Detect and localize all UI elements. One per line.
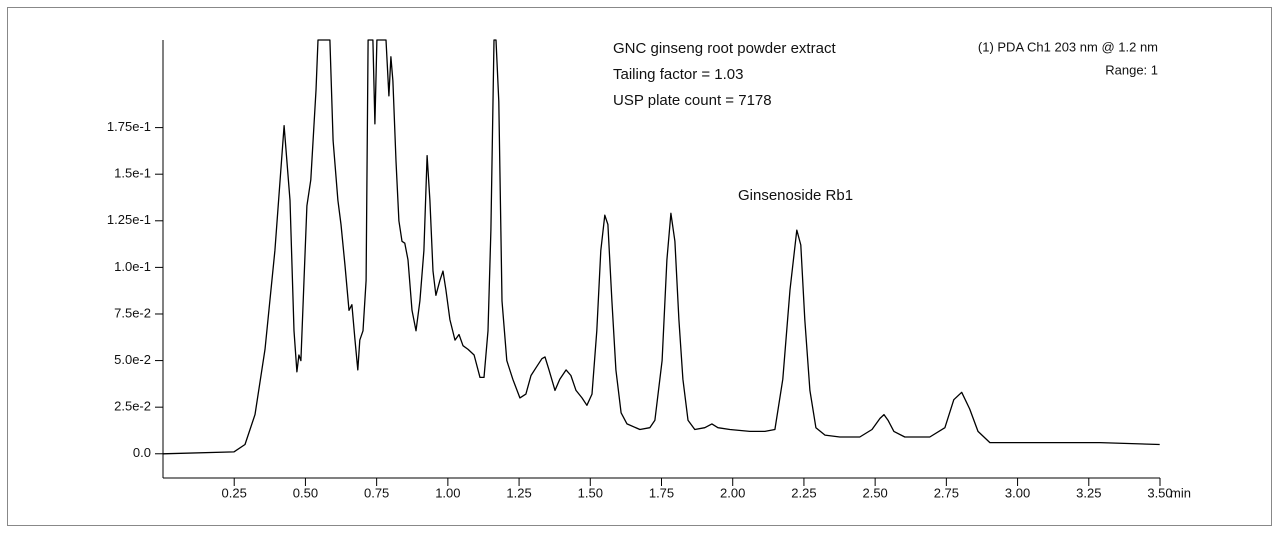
- annotation: GNC ginseng root powder extract: [613, 40, 836, 57]
- x-tick-label: 0.75: [364, 485, 389, 500]
- y-tick-label: 7.5e-2: [114, 305, 151, 320]
- x-tick-label: 3.50: [1147, 485, 1172, 500]
- y-tick-label: 1.5e-1: [114, 166, 151, 181]
- y-tick-label: 2.5e-2: [114, 399, 151, 414]
- x-tick-label: 2.25: [791, 485, 816, 500]
- annotation: Tailing factor = 1.03: [613, 66, 744, 83]
- x-axis-label: min: [1170, 485, 1191, 500]
- x-tick-label: 2.50: [862, 485, 887, 500]
- y-tick-label: 1.0e-1: [114, 259, 151, 274]
- annotation: USP plate count = 7178: [613, 92, 772, 109]
- y-tick-label: 0.0: [133, 445, 151, 460]
- x-tick-label: 0.50: [293, 485, 318, 500]
- x-tick-label: 1.00: [435, 485, 460, 500]
- x-tick-label: 1.75: [649, 485, 674, 500]
- trace: [163, 39, 1160, 455]
- detector-label: (1) PDA Ch1 203 nm @ 1.2 nm: [978, 39, 1158, 54]
- y-tick-label: 1.25e-1: [107, 212, 151, 227]
- x-tick-label: 2.75: [934, 485, 959, 500]
- range-label: Range: 1: [1105, 62, 1158, 77]
- x-tick-label: 3.25: [1076, 485, 1101, 500]
- x-tick-label: 3.00: [1005, 485, 1030, 500]
- x-tick-label: 0.25: [222, 485, 247, 500]
- y-tick-label: 5.0e-2: [114, 352, 151, 367]
- x-tick-label: 1.50: [578, 485, 603, 500]
- y-tick-label: 1.75e-1: [107, 119, 151, 134]
- peak-label: Ginsenoside Rb1: [738, 187, 853, 204]
- x-tick-label: 1.25: [506, 485, 531, 500]
- frame: [7, 7, 1272, 526]
- x-tick-label: 2.00: [720, 485, 745, 500]
